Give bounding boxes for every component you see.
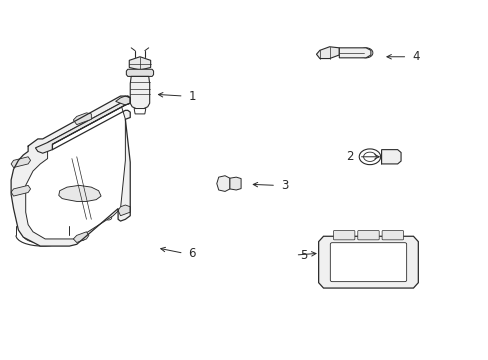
FancyBboxPatch shape xyxy=(381,230,403,240)
Text: 4: 4 xyxy=(411,50,419,63)
Polygon shape xyxy=(59,185,101,202)
Polygon shape xyxy=(381,150,400,164)
Polygon shape xyxy=(116,96,130,105)
Polygon shape xyxy=(216,176,229,192)
Polygon shape xyxy=(316,47,339,59)
Polygon shape xyxy=(126,69,153,76)
Text: 5: 5 xyxy=(300,248,307,261)
FancyBboxPatch shape xyxy=(329,243,406,282)
Polygon shape xyxy=(73,113,91,125)
Polygon shape xyxy=(73,232,89,243)
Polygon shape xyxy=(26,103,125,239)
Polygon shape xyxy=(318,236,417,288)
Polygon shape xyxy=(11,185,30,196)
Polygon shape xyxy=(229,177,241,190)
Text: 6: 6 xyxy=(188,247,196,260)
Polygon shape xyxy=(130,76,149,109)
Text: 1: 1 xyxy=(188,90,196,103)
Polygon shape xyxy=(129,57,150,70)
Polygon shape xyxy=(339,48,370,58)
Polygon shape xyxy=(11,96,130,246)
FancyBboxPatch shape xyxy=(357,230,378,240)
FancyBboxPatch shape xyxy=(333,230,354,240)
Text: 3: 3 xyxy=(281,179,288,192)
Polygon shape xyxy=(35,96,130,153)
Text: 2: 2 xyxy=(346,150,353,163)
Polygon shape xyxy=(118,205,130,216)
Polygon shape xyxy=(134,109,145,114)
Polygon shape xyxy=(11,157,30,167)
